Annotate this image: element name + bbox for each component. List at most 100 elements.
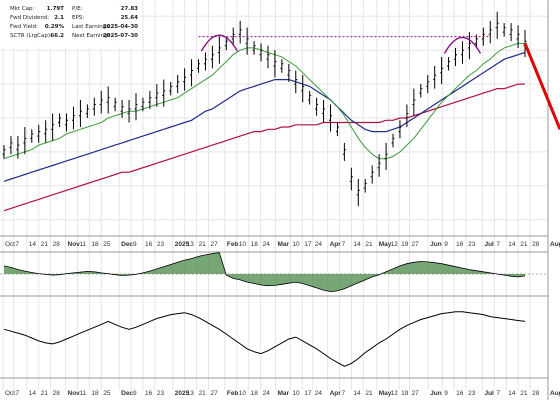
peak-arc — [443, 36, 482, 54]
x-tick-label: 14 — [508, 241, 516, 248]
x-tick-label: Dec — [121, 241, 133, 248]
x-tick-label: 10 — [292, 241, 300, 248]
x-tick-label: 13 — [187, 390, 195, 397]
x-tick-label: Jun — [430, 241, 442, 248]
x-tick-label: 25 — [103, 241, 111, 248]
x-tick-label: 16 — [456, 241, 464, 248]
x-tick-label: 18 — [251, 390, 259, 397]
x-tick-label: 28 — [532, 390, 540, 397]
x-tick-label: 28 — [532, 241, 540, 248]
x-tick-label: Nov — [68, 241, 81, 248]
x-tick-label: 14 — [508, 390, 516, 397]
x-tick-label: 7 — [342, 241, 346, 248]
info-right-label: EPS: — [72, 15, 84, 21]
indicator-panel-2 — [3, 311, 526, 367]
x-tick-label: 28 — [53, 390, 61, 397]
x-tick-label: 17 — [304, 390, 312, 397]
x-tick-label: 7 — [15, 241, 19, 248]
x-tick-label: 16 — [145, 390, 153, 397]
x-tick-label: 18 — [251, 241, 259, 248]
x-tick-label: 21 — [199, 241, 207, 248]
indicator-panel-1 — [0, 252, 548, 293]
info-left-label: SCTR (LrgCap): — [10, 33, 52, 39]
x-tick-label: 7 — [496, 390, 500, 397]
info-left-value: 1.79T — [47, 6, 65, 12]
x-tick-label: Jun — [430, 390, 442, 397]
x-tick-label: 27 — [412, 241, 420, 248]
x-tick-label: Apr — [330, 241, 342, 248]
x-tick-label: 10 — [239, 390, 247, 397]
info-box: Mkt Cap: 1.79T Fwd Dividend: 2.1 Fwd Yield: 0… — [0, 0, 140, 48]
x-tick-label: 19 — [401, 390, 409, 397]
x-tick-label: 23 — [468, 241, 476, 248]
x-tick-label: Aug — [550, 390, 560, 397]
info-right-label: Last Earnings: — [72, 24, 111, 30]
x-tick-label: 12 — [391, 241, 399, 248]
info-left-value: 2.1 — [54, 15, 64, 21]
x-tick-label: Jul — [484, 241, 494, 248]
info-right-label: Next Earnings: — [72, 33, 112, 39]
x-tick-label: 21 — [41, 390, 49, 397]
x-tick-label: May — [379, 390, 392, 397]
info-right-value: 2025-07-30 — [103, 33, 138, 39]
info-right-value: 2025-04-30 — [103, 24, 138, 30]
indicator2-line — [3, 311, 526, 367]
x-tick-label: 2025 — [175, 241, 190, 248]
x-tick-label: Mar — [277, 241, 289, 248]
x-tick-label: 25 — [103, 390, 111, 397]
peak-arc — [200, 34, 238, 52]
x-tick-label: Feb — [227, 241, 239, 248]
x-tick-label: 10 — [239, 241, 247, 248]
projection-arrow — [523, 42, 560, 130]
x-tick-label: 10 — [292, 390, 300, 397]
x-tick-label: 9 — [133, 390, 137, 397]
info-box-bg — [0, 0, 140, 48]
x-tick-label: 11 — [79, 241, 86, 248]
x-tick-label: 24 — [315, 390, 323, 397]
info-left-value: 66.2 — [50, 33, 64, 39]
x-tick-label: 11 — [79, 390, 86, 397]
x-tick-label: Apr — [330, 390, 342, 397]
x-tick-label: 17 — [304, 241, 312, 248]
info-left-value: 0.29% — [45, 24, 65, 30]
x-tick-label: 13 — [187, 241, 195, 248]
x-tick-label: 7 — [342, 390, 346, 397]
x-tick-label: 21 — [520, 390, 528, 397]
x-tick-label: Nov — [68, 390, 81, 397]
x-tick-label: 9 — [444, 390, 448, 397]
x-tick-label: 23 — [157, 241, 165, 248]
x-tick-label: 23 — [468, 390, 476, 397]
x-tick-label: 21 — [41, 241, 49, 248]
x-tick-label: 14 — [29, 241, 37, 248]
info-left-label: Mkt Cap: — [10, 6, 35, 12]
info-right-label: P/E: — [72, 6, 83, 12]
x-tick-label: May — [379, 241, 392, 248]
ma-medium-line — [3, 51, 526, 182]
x-tick-label: 7 — [496, 241, 500, 248]
x-tick-label: Dec — [121, 390, 133, 397]
x-tick-label: 21 — [199, 390, 207, 397]
x-tick-label: Oct — [5, 390, 15, 397]
x-tick-label: 18 — [91, 390, 99, 397]
indicator1-area — [4, 252, 525, 292]
x-tick-label: 9 — [133, 241, 137, 248]
x-tick-label: 14 — [29, 390, 37, 397]
x-tick-label: 24 — [263, 241, 271, 248]
x-tick-label: 19 — [401, 241, 409, 248]
x-tick-label: 14 — [353, 241, 361, 248]
x-tick-label: Jul — [484, 390, 494, 397]
price-panel — [2, 11, 560, 212]
x-tick-label: 24 — [263, 390, 271, 397]
info-left-label: Fwd Yield: — [10, 24, 38, 30]
x-tick-label: 21 — [365, 241, 373, 248]
x-tick-label: 2025 — [175, 390, 190, 397]
x-tick-label: 16 — [456, 390, 464, 397]
ma-short-line — [3, 42, 525, 160]
x-tick-label: 28 — [53, 241, 61, 248]
x-tick-label: 24 — [315, 241, 323, 248]
info-left-label: Fwd Dividend: — [10, 15, 49, 21]
